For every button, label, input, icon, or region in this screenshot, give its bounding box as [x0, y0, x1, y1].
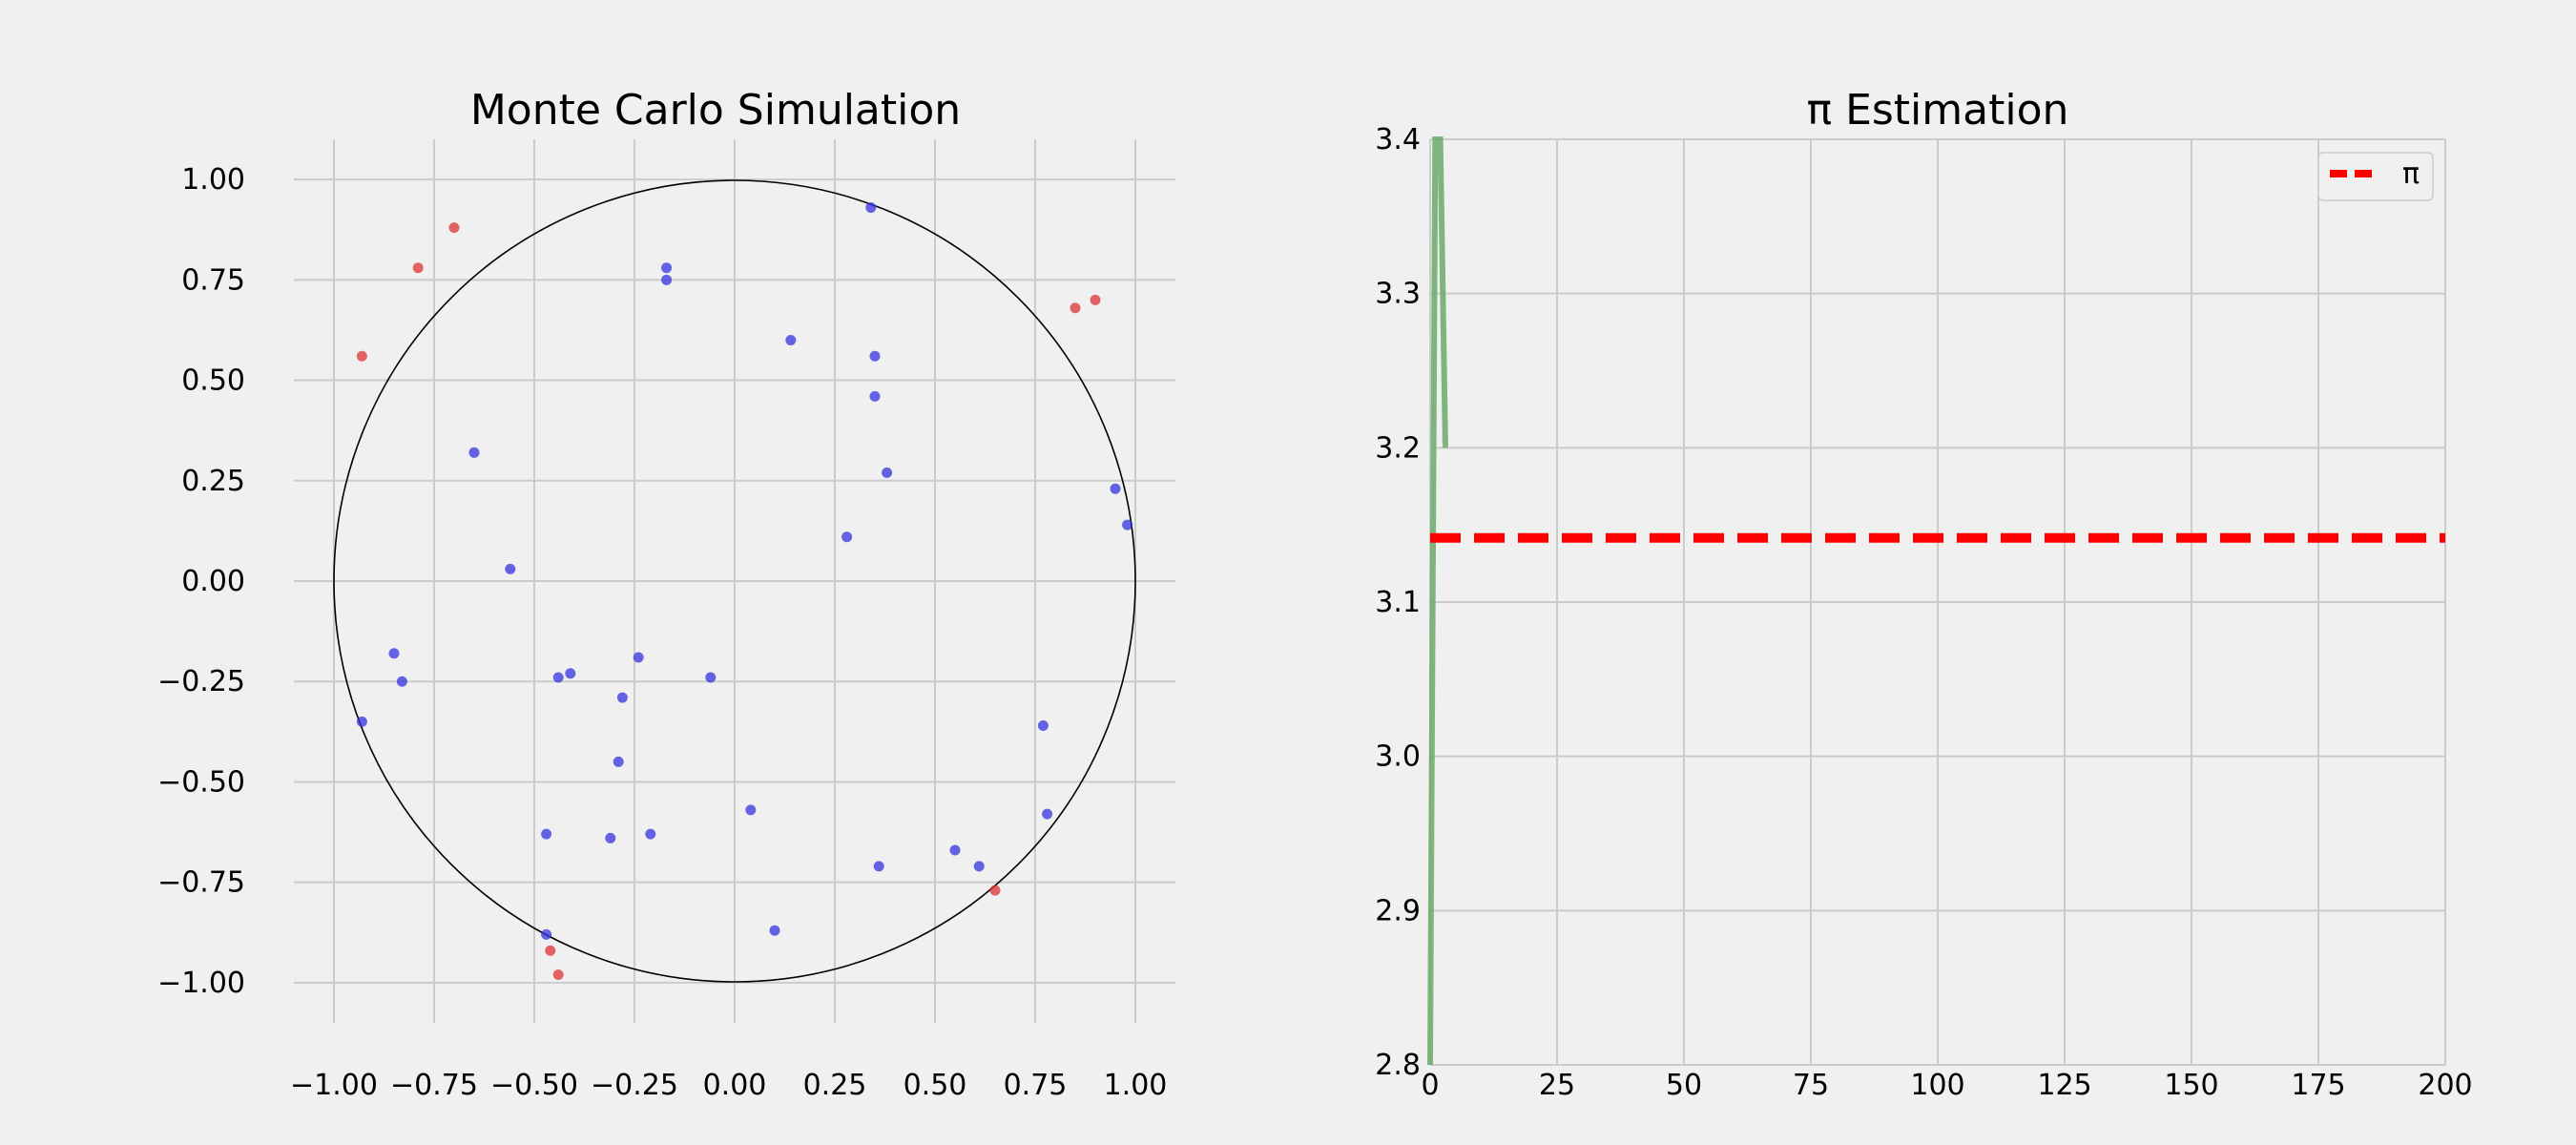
scatter-points [356, 202, 1133, 980]
point-inside-circle [552, 672, 564, 683]
right-x-tick-label: 125 [2037, 1069, 2091, 1102]
left-y-tick-label: −0.25 [157, 665, 245, 698]
point-outside-circle [1090, 294, 1101, 305]
right-y-tick-label: 2.9 [1375, 894, 1421, 927]
pi-estimation-chart: 0 25 50 75 100 125 150 175 200 2.8 2.9 3.0 3.1 3.2 3.… [1375, 86, 2472, 1102]
left-y-tick-label: −0.75 [157, 866, 245, 900]
right-y-tick-label: 3.4 [1375, 123, 1421, 156]
point-inside-circle [1122, 519, 1133, 531]
right-y-tick-label: 3.1 [1375, 586, 1421, 619]
left-grid [294, 139, 1175, 1023]
point-inside-circle [1110, 483, 1121, 494]
monte-carlo-chart: −1.00 −0.75 −0.50 −0.25 0.00 0.25 0.50 0.75 1.00… [157, 86, 1175, 1102]
point-outside-circle [356, 350, 367, 362]
point-inside-circle [1037, 720, 1049, 732]
right-chart-title: π Estimation [1807, 86, 2069, 135]
estimate-lines [1427, 136, 2445, 1066]
point-inside-circle [841, 531, 853, 543]
point-outside-circle [412, 262, 424, 274]
right-y-tick-label: 3.3 [1375, 278, 1421, 311]
point-inside-circle [541, 928, 552, 940]
right-x-tick-label: 150 [2164, 1069, 2218, 1102]
point-inside-circle [745, 804, 757, 816]
point-outside-circle [1070, 302, 1081, 314]
left-y-tick-label: 1.00 [181, 163, 245, 197]
point-inside-circle [396, 676, 407, 687]
right-x-tick-labels: 0 25 50 75 100 125 150 175 200 [1421, 1069, 2472, 1102]
point-inside-circle [541, 828, 552, 840]
unit-circle [333, 179, 1136, 983]
left-y-tick-label: −1.00 [157, 967, 245, 1000]
point-inside-circle [873, 861, 884, 872]
point-inside-circle [769, 925, 780, 936]
legend-box [2317, 152, 2434, 201]
point-inside-circle [882, 467, 893, 478]
left-x-tick-label: −0.25 [591, 1069, 678, 1102]
right-y-tick-labels: 2.8 2.9 3.0 3.1 3.2 3.3 3.4 [1375, 123, 1421, 1082]
point-inside-circle [356, 716, 367, 727]
left-x-tick-label: 0.50 [904, 1069, 967, 1102]
point-inside-circle [705, 672, 717, 683]
left-x-tick-label: 0.00 [703, 1069, 767, 1102]
left-x-tick-label: −1.00 [290, 1069, 378, 1102]
point-outside-circle [552, 968, 564, 980]
point-inside-circle [661, 274, 673, 285]
left-y-tick-label: 0.75 [181, 263, 245, 297]
left-x-tick-label: 0.75 [1004, 1069, 1068, 1102]
left-x-tick-label: 0.25 [803, 1069, 867, 1102]
left-x-tick-label: −0.75 [390, 1069, 478, 1102]
left-y-tick-label: 0.50 [181, 364, 245, 398]
point-inside-circle [865, 202, 877, 214]
point-inside-circle [633, 652, 644, 663]
point-inside-circle [973, 861, 985, 872]
point-inside-circle [388, 648, 400, 659]
left-y-tick-label: 0.25 [181, 465, 245, 498]
left-y-tick-label: −0.50 [157, 765, 245, 799]
point-inside-circle [645, 828, 656, 840]
point-outside-circle [448, 222, 460, 234]
legend: π [2317, 152, 2434, 201]
right-y-tick-label: 2.8 [1375, 1049, 1421, 1082]
right-x-tick-label: 50 [1666, 1069, 1702, 1102]
right-x-tick-label: 75 [1793, 1069, 1829, 1102]
point-inside-circle [869, 390, 881, 402]
point-inside-circle [616, 692, 628, 703]
left-x-tick-label: −0.50 [490, 1069, 578, 1102]
right-y-tick-label: 3.0 [1375, 740, 1421, 774]
left-y-tick-label: 0.00 [181, 565, 245, 598]
right-x-tick-label: 25 [1539, 1069, 1575, 1102]
point-outside-circle [545, 945, 556, 956]
right-x-tick-label: 100 [1910, 1069, 1964, 1102]
point-inside-circle [869, 350, 881, 362]
point-inside-circle [505, 563, 516, 574]
left-x-tick-labels: −1.00 −0.75 −0.50 −0.25 0.00 0.25 0.50 0.75 1.00 [290, 1069, 1167, 1102]
left-y-tick-labels: −1.00 −0.75 −0.50 −0.25 0.00 0.25 0.50 0.75 1.00 [157, 163, 245, 1000]
right-x-tick-label: 200 [2418, 1069, 2472, 1102]
point-inside-circle [661, 262, 673, 274]
left-chart-title: Monte Carlo Simulation [470, 86, 961, 135]
point-inside-circle [1042, 808, 1053, 820]
right-x-tick-label: 175 [2291, 1069, 2345, 1102]
right-y-tick-label: 3.2 [1375, 431, 1421, 465]
pi-estimate-line [1427, 136, 1448, 1066]
point-inside-circle [605, 832, 616, 843]
point-outside-circle [989, 885, 1001, 896]
point-inside-circle [949, 844, 961, 856]
right-grid [1429, 138, 2446, 1066]
point-inside-circle [565, 668, 576, 679]
point-inside-circle [468, 447, 480, 458]
left-x-tick-label: 1.00 [1104, 1069, 1168, 1102]
right-x-tick-label: 0 [1421, 1069, 1439, 1102]
point-inside-circle [613, 756, 624, 767]
legend-label-pi: π [2402, 157, 2420, 191]
point-inside-circle [785, 334, 797, 345]
